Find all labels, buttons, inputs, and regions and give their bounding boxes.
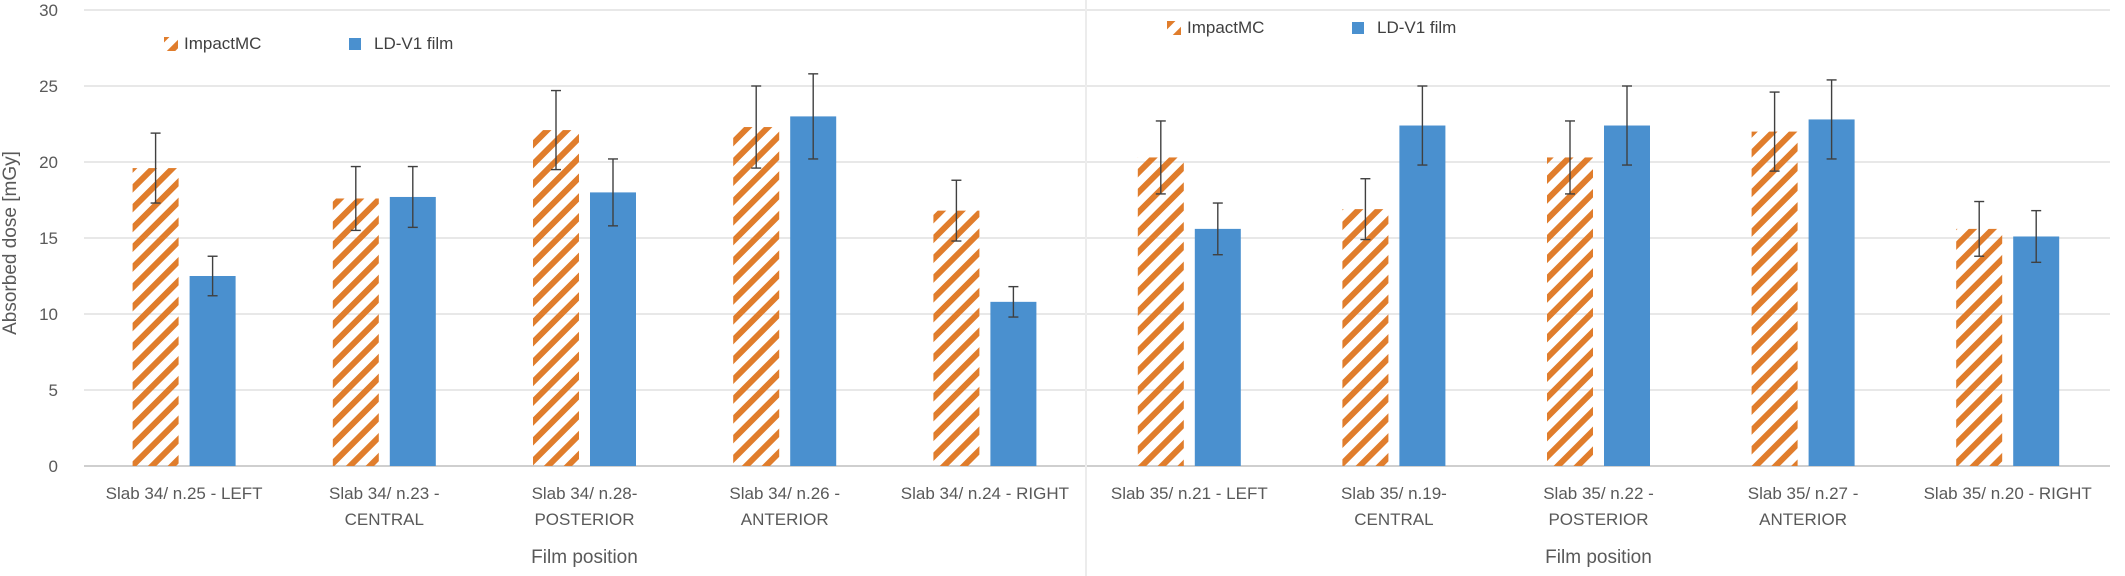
panel1-bar-ld-v1-film	[790, 116, 837, 467]
x-tick-label: Slab 34/ n.24 - RIGHT	[901, 484, 1069, 503]
x-tick-label: Slab 35/ n.19-	[1341, 484, 1447, 503]
y-tick-label: 25	[39, 77, 58, 96]
panel2-bar-impactmc	[1137, 157, 1184, 466]
panel2-bar-ld-v1-film	[2013, 236, 2060, 466]
y-tick-label: 15	[39, 229, 58, 248]
y-axis-title: Absorbed dose [mGy]	[0, 151, 21, 335]
x-tick-label: POSTERIOR	[534, 510, 634, 529]
panel2-bar-ld-v1-film	[1604, 125, 1650, 467]
x-tick-label: POSTERIOR	[1548, 510, 1648, 529]
panel2-bar-ld-v1-film	[1808, 119, 1855, 466]
y-tick-label: 20	[39, 153, 58, 172]
x-tick-label: Slab 35/ n.21 - LEFT	[1111, 484, 1268, 503]
panel1-bar-ld-v1-film	[590, 192, 636, 466]
panel1-bar-ld-v1-film	[990, 301, 1037, 466]
panel2-bar-ld-v1-film	[1399, 125, 1446, 467]
panel1-bar-impactmc	[132, 168, 179, 466]
panel1-bar-impactmc	[733, 127, 780, 466]
panel1-bar-ld-v1-film	[389, 196, 436, 466]
x-tick-label: CENTRAL	[345, 510, 424, 529]
x-axis-title: Film position	[531, 547, 638, 568]
legend-label-impactmc: ImpactMC	[184, 34, 261, 53]
legend-label-ld-v1-film: LD-V1 film	[1377, 18, 1456, 37]
y-tick-label: 0	[49, 457, 58, 476]
x-tick-label: Slab 34/ n.26 -	[729, 484, 840, 503]
x-tick-label: ANTERIOR	[741, 510, 829, 529]
panel1-bar-impactmc	[533, 130, 579, 466]
panel2-bar-ld-v1-film	[1194, 228, 1241, 466]
panel2-bar-impactmc	[1956, 228, 2003, 466]
x-tick-label: Slab 35/ n.20 - RIGHT	[1924, 484, 2092, 503]
x-tick-label: Slab 34/ n.28-	[532, 484, 638, 503]
legend-swatch-ld-v1-film	[1352, 22, 1364, 34]
panel1-bar-impactmc	[332, 198, 379, 467]
panel1-bar-ld-v1-film	[189, 276, 236, 466]
y-tick-label: 10	[39, 305, 58, 324]
x-axis-title: Film position	[1545, 547, 1652, 568]
legend-swatch-impactmc	[1167, 21, 1181, 35]
panel2-bar-impactmc	[1547, 157, 1593, 466]
x-tick-label: Slab 35/ n.27 -	[1748, 484, 1859, 503]
panel2-bar-impactmc	[1751, 131, 1798, 466]
x-tick-label: Slab 34/ n.25 - LEFT	[106, 484, 263, 503]
legend-label-impactmc: ImpactMC	[1187, 18, 1264, 37]
panel1-bar-impactmc	[933, 210, 980, 466]
y-tick-label: 30	[39, 1, 58, 20]
x-tick-label: ANTERIOR	[1759, 510, 1847, 529]
x-tick-label: Slab 35/ n.22 -	[1543, 484, 1654, 503]
x-tick-label: Slab 34/ n.23 -	[329, 484, 440, 503]
legend-swatch-ld-v1-film	[349, 38, 361, 50]
legend-swatch-impactmc	[164, 37, 178, 51]
legend-label-ld-v1-film: LD-V1 film	[374, 34, 453, 53]
x-tick-label: CENTRAL	[1354, 510, 1433, 529]
panel2-bar-impactmc	[1342, 209, 1389, 466]
y-tick-label: 5	[49, 381, 58, 400]
